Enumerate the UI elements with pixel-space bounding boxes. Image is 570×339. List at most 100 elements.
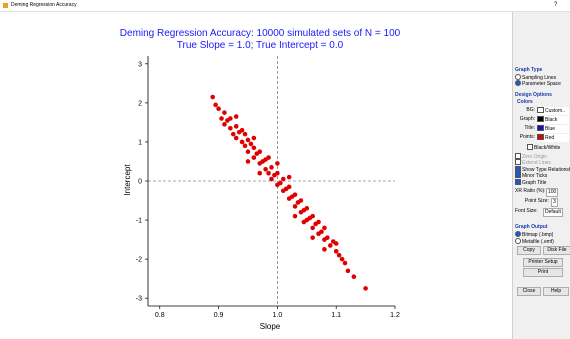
field-value-label: 3 [553, 199, 556, 205]
radio-option-label: Sampling Lines [522, 75, 557, 81]
checkbox-option[interactable]: Show Type Relationship [515, 165, 570, 174]
data-point [363, 286, 368, 291]
print-button-label: Print [537, 269, 549, 275]
data-point [239, 139, 245, 145]
print-button[interactable]: Print [523, 268, 563, 277]
color-swatch [537, 107, 544, 113]
app-icon [3, 3, 8, 8]
color-select[interactable]: Blue [537, 125, 569, 133]
color-swatch [537, 125, 544, 131]
title-bar: Deming Regression Accuracy ? [0, 0, 570, 12]
x-tick-label: 1.2 [390, 312, 400, 319]
data-point [286, 184, 292, 190]
help-button[interactable]: ? [554, 2, 558, 8]
group-title-label: Design Options [515, 92, 552, 98]
field-value[interactable]: 3 [551, 198, 558, 207]
color-select-label: Blue [545, 126, 556, 132]
field-label-label: Font Size: [515, 208, 538, 214]
checkbox-option[interactable]: Graph Title [515, 178, 570, 187]
color-select[interactable]: Red [537, 134, 569, 142]
copy-button-label: Copy [523, 247, 535, 253]
bw-toggle[interactable]: Black/White [527, 144, 560, 152]
data-point [210, 94, 215, 100]
bw-toggle-label: Black/White [534, 145, 561, 151]
checkbox[interactable] [515, 159, 521, 166]
disk-file-button[interactable]: Disk File [543, 246, 570, 255]
close-button[interactable]: Close [517, 287, 541, 296]
data-point [301, 219, 307, 225]
radio-button[interactable] [515, 237, 521, 244]
radio-option-label: Metafile (.emf) [522, 238, 554, 245]
field-label-label: XR Ratio (%): [515, 188, 546, 194]
checkbox[interactable] [515, 172, 521, 179]
field-value-label: Default [545, 209, 561, 215]
color-select-label: Red [545, 135, 555, 141]
data-point [266, 170, 271, 176]
color-select[interactable]: Custom.. [537, 107, 569, 115]
y-tick-label: 1 [138, 139, 142, 146]
data-point [251, 145, 257, 151]
data-point [222, 122, 227, 127]
data-point [342, 260, 348, 266]
data-point [278, 180, 283, 186]
chart-title: Deming Regression Accuracy: 10000 simula… [120, 28, 401, 39]
checkbox-option[interactable]: Extend Lines [515, 159, 570, 167]
color-select[interactable]: Black [537, 116, 569, 124]
data-point [269, 176, 274, 182]
field-label: Point Size: [525, 198, 549, 205]
x-tick-label: 1.0 [273, 312, 283, 319]
help-button-label: Help [550, 288, 562, 294]
data-point [336, 252, 342, 258]
copy-button[interactable]: Copy [517, 246, 541, 255]
help-button[interactable]: Help [543, 287, 569, 296]
color-label-label: BG: [526, 107, 535, 113]
radio-button[interactable] [515, 74, 521, 80]
radio-option[interactable]: Metafile (.emf) [515, 237, 554, 246]
color-select-label: Custom.. [545, 108, 566, 114]
checkbox-option-label: Show Type Relationship [522, 166, 570, 173]
data-point [216, 106, 221, 112]
data-point [298, 198, 304, 203]
printer-setup-button[interactable]: Printer Setup [523, 258, 563, 267]
y-tick-label: -2 [136, 257, 142, 264]
radio-option[interactable]: Sampling Lines [515, 74, 556, 82]
data-point [322, 225, 327, 231]
data-point [292, 192, 298, 197]
group-title: Design Options [515, 92, 552, 99]
checkbox[interactable] [515, 178, 521, 185]
data-point [251, 135, 257, 141]
data-point [269, 165, 274, 170]
group-subtitle: Colors [517, 99, 533, 106]
data-point [333, 249, 339, 254]
color-label-label: Graph: [519, 116, 535, 122]
radio-button[interactable] [515, 80, 521, 86]
group-title-label: Graph Type [515, 67, 543, 73]
radio-option[interactable]: Parameter Space [515, 80, 561, 88]
data-point [304, 206, 310, 211]
y-tick-label: 3 [138, 61, 142, 68]
field-value[interactable]: Default [543, 208, 563, 217]
radio-option[interactable]: Bitmap (.bmp) [515, 231, 553, 239]
radio-button[interactable] [515, 231, 521, 237]
data-point [339, 256, 345, 262]
data-point [263, 166, 268, 172]
checkbox[interactable] [515, 165, 521, 172]
disk-file-button-label: Disk File [547, 247, 567, 253]
data-point [310, 213, 315, 219]
data-point [310, 225, 315, 231]
data-point [245, 149, 251, 155]
field-value[interactable]: 100 [546, 188, 559, 197]
field-value-label: 100 [548, 189, 557, 195]
group-title: Graph Output [515, 224, 548, 231]
y-tick-label: 2 [138, 100, 142, 107]
field-label: XR Ratio (%): [515, 188, 546, 195]
checkbox-option[interactable]: Minor Ticks [515, 172, 570, 180]
checkbox[interactable] [527, 144, 533, 150]
checkbox[interactable] [515, 153, 521, 159]
window-title: Deming Regression Accuracy [11, 2, 77, 8]
data-point [233, 114, 239, 119]
checkbox-option[interactable]: Zero Origin [515, 153, 570, 161]
color-label: Points: [516, 134, 535, 141]
data-point [219, 116, 224, 121]
